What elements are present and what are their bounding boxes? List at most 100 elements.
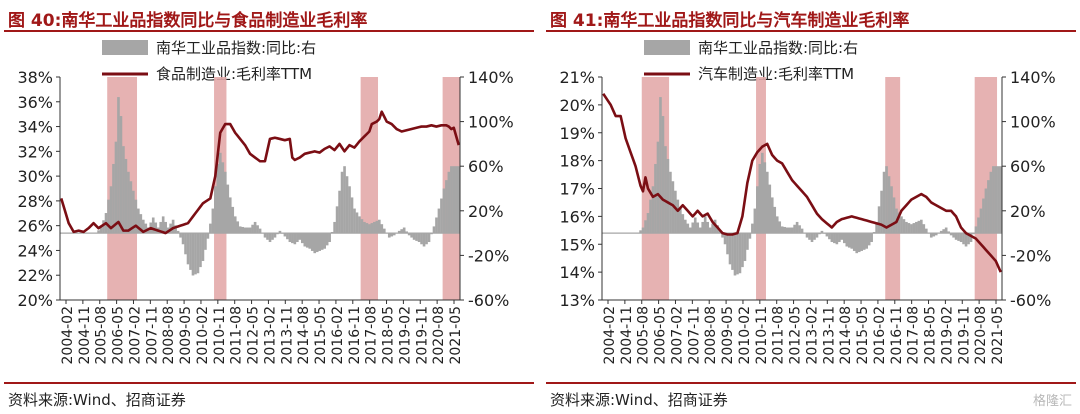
bar xyxy=(129,181,133,234)
bar xyxy=(228,197,232,234)
x-tick-label: 2012-05 xyxy=(246,306,262,365)
x-tick-label: 2019-02 xyxy=(939,306,955,365)
bar xyxy=(288,233,292,243)
bar xyxy=(206,233,210,239)
bar xyxy=(427,233,431,243)
bar xyxy=(736,233,739,275)
bar xyxy=(402,227,406,234)
x-tick-label: 2011-08 xyxy=(229,306,245,365)
bar xyxy=(437,208,441,234)
bar xyxy=(855,233,859,254)
left-tick-label: 15% xyxy=(559,235,595,254)
bar xyxy=(659,97,662,234)
bar xyxy=(711,223,714,234)
bar xyxy=(882,171,886,234)
bar xyxy=(651,186,655,234)
source-divider xyxy=(546,382,1076,384)
bar xyxy=(768,184,772,234)
bar xyxy=(141,219,145,234)
bar xyxy=(323,233,326,249)
bar xyxy=(238,226,242,234)
bar xyxy=(703,216,707,234)
right-tick-label: 100% xyxy=(468,113,514,132)
right-tick-label: -20% xyxy=(468,246,509,265)
bar xyxy=(154,222,158,234)
x-tick-label: 2014-08 xyxy=(838,306,854,365)
bar xyxy=(910,224,913,234)
bar xyxy=(763,162,767,234)
bar xyxy=(850,233,854,249)
bar xyxy=(211,208,215,234)
bar xyxy=(748,233,752,239)
bar xyxy=(373,221,376,234)
left-tick-label: 21% xyxy=(559,68,595,87)
bar xyxy=(320,233,324,250)
bar xyxy=(639,230,642,234)
bar xyxy=(785,227,789,234)
bar xyxy=(114,141,118,234)
bar xyxy=(273,233,277,238)
bar xyxy=(405,231,408,234)
x-tick-label: 2004-02 xyxy=(602,306,618,365)
bar xyxy=(942,229,946,234)
bar xyxy=(335,206,339,234)
x-tick-label: 2010-11 xyxy=(754,306,770,365)
bar xyxy=(922,224,926,234)
left-tick-label: 28% xyxy=(17,192,53,211)
bar xyxy=(286,233,289,240)
right-tick-label: 60% xyxy=(1010,157,1046,176)
x-tick-label: 2006-05 xyxy=(111,306,127,365)
bar xyxy=(693,217,697,234)
bar xyxy=(746,233,749,250)
right-tick-label: 20% xyxy=(468,202,504,221)
bar xyxy=(256,225,259,234)
left-tick-label: 26% xyxy=(17,217,53,236)
x-tick-label: 2010-02 xyxy=(195,306,211,365)
bar xyxy=(982,198,985,234)
bar xyxy=(865,233,868,249)
bar xyxy=(753,208,757,234)
bar xyxy=(325,233,329,246)
bar-series xyxy=(602,97,1003,276)
bar xyxy=(862,233,866,250)
bar xyxy=(348,186,351,234)
bar xyxy=(137,208,140,234)
x-tick-label: 2007-11 xyxy=(144,306,160,365)
bar xyxy=(340,171,344,234)
bar xyxy=(835,233,839,245)
bar xyxy=(686,223,690,234)
bar xyxy=(353,208,356,234)
bar xyxy=(701,221,705,234)
bar xyxy=(696,222,700,234)
bar xyxy=(646,213,650,234)
bar xyxy=(820,230,824,234)
x-tick-label: 2013-11 xyxy=(279,306,295,365)
bar xyxy=(440,198,443,234)
bar xyxy=(842,233,846,244)
bar xyxy=(305,233,309,248)
bar xyxy=(293,233,297,245)
bar xyxy=(751,223,754,234)
bar xyxy=(181,233,185,245)
bar xyxy=(231,206,235,234)
x-tick-label: 2004-11 xyxy=(77,306,93,365)
bar xyxy=(798,225,801,234)
right-tick-label: 140% xyxy=(1010,68,1056,87)
left-tick-label: 38% xyxy=(17,68,53,87)
bar xyxy=(964,233,968,247)
bar xyxy=(171,219,175,234)
axes: 13% 14% 15% 16% 17% 18% 19% 20% 21% -60% -20% 20% 60… xyxy=(559,68,1055,365)
x-tick-label: 2012-05 xyxy=(788,306,804,365)
left-tick-label: 24% xyxy=(17,241,53,260)
bar xyxy=(999,166,1003,234)
left-tick-label: 32% xyxy=(17,142,53,161)
line-series xyxy=(59,110,461,235)
right-tick-label: 100% xyxy=(1010,113,1056,132)
bar xyxy=(313,233,317,254)
bar xyxy=(691,222,695,234)
title-bar: 图 41:南华工业品指数同比与汽车制造业毛利率 xyxy=(546,2,1076,32)
bar xyxy=(676,199,680,234)
bar xyxy=(738,233,742,274)
x-tick-label: 2014-08 xyxy=(296,306,312,365)
